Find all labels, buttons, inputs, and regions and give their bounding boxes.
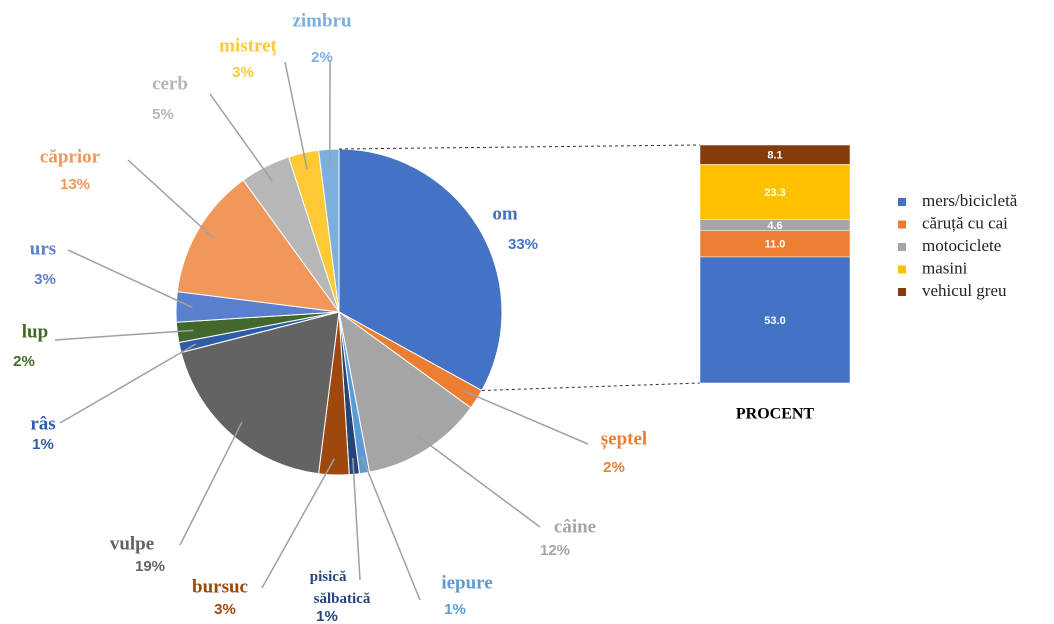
leader-line: [417, 435, 541, 528]
slice-label: 5%: [152, 106, 174, 123]
bar-segment: [699, 230, 851, 258]
leader-line: [179, 421, 243, 546]
slice-name: vulpe: [110, 533, 154, 554]
leader-line: [209, 93, 274, 182]
leader-line: [361, 456, 421, 601]
slice-label: 33%: [508, 236, 538, 253]
bar-label: 8.1: [767, 150, 782, 162]
pie-slice: [318, 148, 340, 313]
legend-swatch: [898, 220, 906, 229]
bar-label: 4.6: [767, 220, 782, 232]
leader-line: [54, 329, 194, 341]
slice-label: 2%: [311, 49, 333, 66]
slice-label: 3%: [232, 64, 254, 81]
legend-label: motociclete: [922, 236, 1001, 255]
slice-name: lup: [22, 321, 48, 342]
leader-line: [261, 458, 336, 589]
connector: [338, 144, 701, 150]
leader-line: [67, 249, 193, 309]
slice-label: 3%: [214, 601, 236, 618]
connector: [481, 382, 701, 392]
legend-swatch: [898, 288, 906, 296]
slice-name: râs: [30, 413, 55, 434]
slice-name: om: [492, 203, 518, 224]
bar-label: 53.0: [764, 315, 785, 327]
slice-label: 3%: [34, 271, 56, 288]
legend-label: mers/bicicletă: [922, 191, 1018, 210]
legend-swatch: [898, 198, 906, 206]
bar-segment: [699, 256, 851, 384]
leader-line: [284, 61, 308, 169]
slice-label: 1%: [32, 436, 54, 453]
slice-name: iepure: [441, 572, 492, 593]
slice-label: 19%: [135, 558, 165, 575]
slice-name: bursuc: [192, 576, 248, 597]
slice-name: urs: [30, 238, 56, 259]
slice-label: 12%: [540, 542, 570, 559]
slice-label: 2%: [13, 353, 35, 370]
bar-label: 11.0: [765, 239, 786, 251]
bar-segment: [699, 144, 851, 165]
slice-name: pisică sălbatică: [310, 569, 371, 607]
slice-name: șeptel: [601, 428, 647, 449]
pie-slice: [338, 148, 503, 392]
slice-name: câine: [554, 516, 596, 537]
slice-name: căprior: [40, 146, 101, 167]
slice-label: 2%: [603, 459, 625, 476]
legend-label: vehicul greu: [922, 281, 1007, 300]
slice-label: 1%: [444, 601, 466, 618]
slice-name: mistreț: [219, 35, 277, 56]
leader-line: [127, 159, 214, 238]
slice-label: 13%: [60, 176, 90, 193]
leader-line: [462, 389, 589, 445]
leader-line: [59, 343, 197, 424]
pie-slice: [180, 311, 340, 475]
category-label: PROCENT: [736, 406, 815, 423]
leader-line: [352, 458, 361, 581]
legend-swatch: [898, 243, 906, 251]
bar-segment: [699, 164, 851, 220]
legend-label: căruță cu cai: [922, 213, 1008, 232]
slice-name: cerb: [152, 73, 188, 94]
pie-slice: [176, 179, 341, 313]
slice-label: 1%: [316, 608, 338, 624]
slice-name: zimbru: [292, 10, 352, 31]
pie-slice: [338, 310, 472, 473]
bar-label: 23.3: [764, 187, 785, 199]
legend-label: masini: [922, 258, 968, 277]
legend-swatch: [898, 265, 906, 274]
